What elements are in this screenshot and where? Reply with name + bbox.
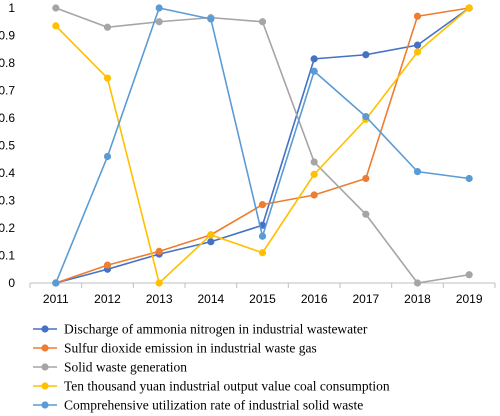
data-point <box>155 279 163 287</box>
data-point <box>413 41 422 49</box>
data-point <box>465 271 473 279</box>
y-tick-label: 0.6 <box>0 111 15 125</box>
x-tick-label: 2013 <box>146 292 173 306</box>
data-point <box>103 74 112 82</box>
legend-item: Comprehensive utilization rate of indust… <box>33 398 363 413</box>
data-point <box>310 158 318 166</box>
x-tick-label: 2012 <box>94 292 121 306</box>
y-tick-label: 0.9 <box>0 29 15 43</box>
legend: Discharge of ammonia nitrogen in industr… <box>33 322 390 413</box>
data-point <box>52 4 60 12</box>
y-tick-label: 0.2 <box>0 221 15 235</box>
legend-item: Ten thousand yuan industrial output valu… <box>33 379 390 394</box>
axes: 2011 2012 2013 2014 2015 2016 2017 2018 2019 0 0.1… <box>0 1 496 306</box>
series-1 <box>52 4 473 287</box>
data-point <box>155 4 163 12</box>
data-point <box>155 247 163 255</box>
data-point <box>207 238 215 246</box>
legend-item: Sulfur dioxide emission in industrial wa… <box>33 341 317 356</box>
legend-marker <box>41 344 49 352</box>
legend-label: Discharge of ammonia nitrogen in industr… <box>64 322 368 337</box>
data-point <box>465 174 473 183</box>
x-tick-label: 2019 <box>456 292 483 306</box>
series-3 <box>52 4 473 287</box>
series-group <box>52 4 473 287</box>
data-point <box>310 170 318 178</box>
series-line <box>55 7 470 284</box>
data-point <box>52 279 60 287</box>
legend-label: Sulfur dioxide emission in industrial wa… <box>64 341 317 356</box>
data-point <box>413 168 422 176</box>
legend-label: Ten thousand yuan industrial output valu… <box>64 379 390 394</box>
data-point <box>362 51 370 59</box>
y-tick-label: 1 <box>8 1 15 15</box>
legend-item: Discharge of ammonia nitrogen in industr… <box>33 322 368 337</box>
data-point <box>103 261 112 269</box>
data-point <box>413 48 422 56</box>
x-tick-label: 2011 <box>43 292 69 306</box>
y-tick-label: 0.5 <box>0 139 15 153</box>
legend-label: Solid waste generation <box>64 360 187 375</box>
x-tick-label: 2015 <box>249 292 276 306</box>
y-tick-label: 0.4 <box>0 166 15 180</box>
legend-marker <box>41 363 49 371</box>
x-tick-label: 2016 <box>301 292 328 306</box>
data-point <box>362 113 370 121</box>
y-tick-label: 0 <box>8 276 15 290</box>
x-tick-label: 2017 <box>352 292 379 306</box>
legend-marker <box>41 325 49 333</box>
legend-marker <box>41 382 49 390</box>
data-point <box>155 18 163 26</box>
data-point <box>207 231 215 239</box>
data-point <box>362 174 370 183</box>
data-point <box>413 12 422 20</box>
y-tick-label: 0.7 <box>0 84 15 98</box>
data-point <box>362 210 370 218</box>
data-point <box>103 23 112 31</box>
legend-item: Solid waste generation <box>33 360 187 375</box>
x-tick-label: 2018 <box>404 292 431 306</box>
data-point <box>310 67 318 75</box>
legend-marker <box>41 401 49 409</box>
data-point <box>258 232 267 240</box>
legend-label: Comprehensive utilization rate of indust… <box>64 398 363 413</box>
y-tick-label: 0.8 <box>0 56 15 70</box>
y-tick-label: 0.1 <box>0 249 15 263</box>
data-point <box>52 22 60 30</box>
data-point <box>465 4 473 12</box>
series-5 <box>52 4 473 287</box>
y-tick-label: 0.3 <box>0 194 15 208</box>
data-point <box>258 201 267 209</box>
data-point <box>103 152 112 161</box>
data-point <box>207 15 215 23</box>
data-point <box>258 18 267 26</box>
data-point <box>310 191 318 199</box>
data-point <box>413 279 422 287</box>
x-tick-label: 2014 <box>197 292 224 306</box>
data-point <box>258 249 267 257</box>
data-point <box>310 55 318 63</box>
